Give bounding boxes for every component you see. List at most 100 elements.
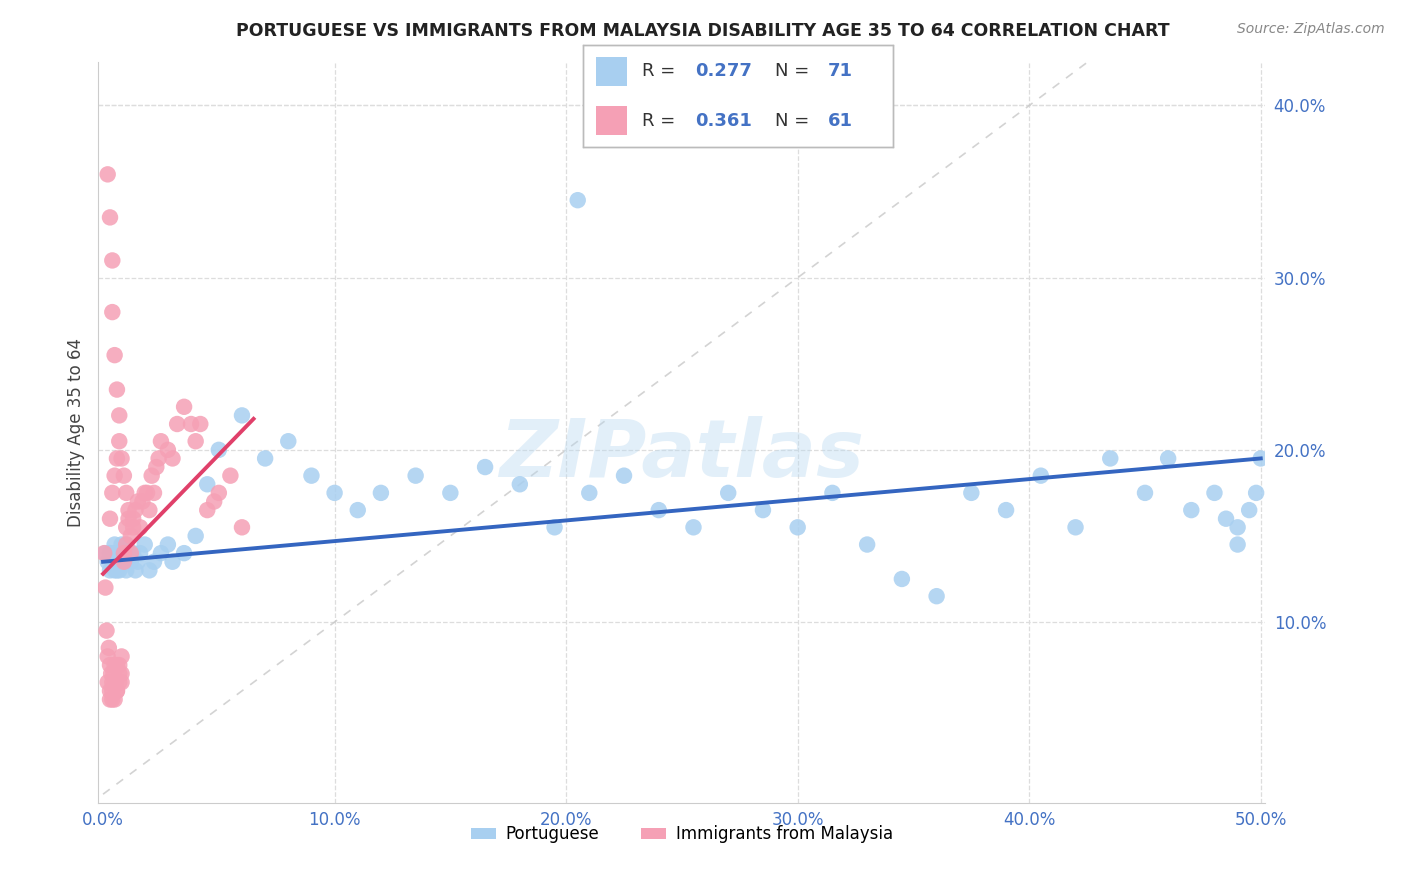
Point <box>124 503 146 517</box>
Point <box>1029 468 1052 483</box>
Point <box>105 546 128 560</box>
Point <box>1204 486 1226 500</box>
Point <box>138 563 160 577</box>
Point <box>166 417 188 431</box>
Point <box>98 692 121 706</box>
Point <box>112 555 135 569</box>
Point <box>104 675 127 690</box>
Point <box>173 400 195 414</box>
Point <box>156 537 179 551</box>
Point <box>1180 503 1202 517</box>
Point <box>188 417 211 431</box>
Point <box>104 658 127 673</box>
Point <box>890 572 912 586</box>
Point <box>184 434 207 449</box>
Text: 61: 61 <box>828 112 853 129</box>
Text: N =: N = <box>775 112 815 129</box>
Point <box>162 555 184 569</box>
Point <box>1064 520 1087 534</box>
Point <box>104 563 127 577</box>
Point <box>101 305 124 319</box>
Point <box>509 477 531 491</box>
Point <box>115 563 138 577</box>
Point <box>108 675 131 690</box>
Point <box>173 546 195 560</box>
Point <box>145 460 167 475</box>
Point <box>131 494 153 508</box>
Point <box>105 684 128 698</box>
Point <box>108 666 131 681</box>
Point <box>156 442 179 457</box>
Text: R =: R = <box>643 112 682 129</box>
Point <box>127 555 149 569</box>
Point <box>97 649 120 664</box>
Point <box>648 503 671 517</box>
Point <box>110 666 132 681</box>
Point <box>543 520 565 534</box>
Point <box>117 512 139 526</box>
Point <box>104 675 127 690</box>
Point <box>94 581 117 595</box>
Point <box>96 624 118 638</box>
Point <box>105 563 128 577</box>
Point <box>149 546 172 560</box>
Point <box>405 468 427 483</box>
Point <box>117 503 139 517</box>
Point <box>115 537 138 551</box>
Point <box>1226 537 1249 551</box>
Text: ZIPatlas: ZIPatlas <box>499 416 865 494</box>
Point <box>112 468 135 483</box>
Point <box>105 451 128 466</box>
Text: 0.277: 0.277 <box>695 62 752 80</box>
Point <box>323 486 346 500</box>
Point <box>110 555 132 569</box>
Text: 71: 71 <box>828 62 853 80</box>
Text: N =: N = <box>775 62 815 80</box>
Point <box>148 451 170 466</box>
Point <box>786 520 808 534</box>
Point <box>1157 451 1180 466</box>
Point <box>578 486 600 500</box>
Point <box>98 546 121 560</box>
Point <box>97 640 120 655</box>
Point <box>180 417 202 431</box>
Point <box>97 555 120 569</box>
FancyBboxPatch shape <box>596 106 627 135</box>
Point <box>122 512 145 526</box>
Point <box>717 486 740 500</box>
Point <box>474 460 496 475</box>
Point <box>1226 520 1249 534</box>
Point <box>682 520 704 534</box>
Point <box>104 348 127 362</box>
Point <box>1133 486 1156 500</box>
FancyBboxPatch shape <box>596 57 627 86</box>
Point <box>1250 451 1272 466</box>
Point <box>94 546 117 560</box>
Point <box>98 512 121 526</box>
Point <box>129 520 152 534</box>
Point <box>129 546 152 560</box>
Point <box>110 649 132 664</box>
Point <box>1237 503 1260 517</box>
Point <box>370 486 392 500</box>
Point <box>101 675 124 690</box>
Text: PORTUGUESE VS IMMIGRANTS FROM MALAYSIA DISABILITY AGE 35 TO 64 CORRELATION CHART: PORTUGUESE VS IMMIGRANTS FROM MALAYSIA D… <box>236 22 1170 40</box>
Point <box>136 486 159 500</box>
Point <box>346 503 368 517</box>
Point <box>1099 451 1122 466</box>
Point <box>124 563 146 577</box>
Point <box>122 520 145 534</box>
Point <box>202 494 225 508</box>
Point <box>108 658 131 673</box>
Point <box>97 675 120 690</box>
Point <box>856 537 879 551</box>
Point <box>104 468 127 483</box>
Point <box>162 451 184 466</box>
Point <box>115 520 138 534</box>
Legend: Portuguese, Immigrants from Malaysia: Portuguese, Immigrants from Malaysia <box>464 819 900 850</box>
Point <box>138 503 160 517</box>
Point <box>101 555 124 569</box>
Point <box>93 546 115 560</box>
Point <box>134 486 156 500</box>
Point <box>101 684 124 698</box>
